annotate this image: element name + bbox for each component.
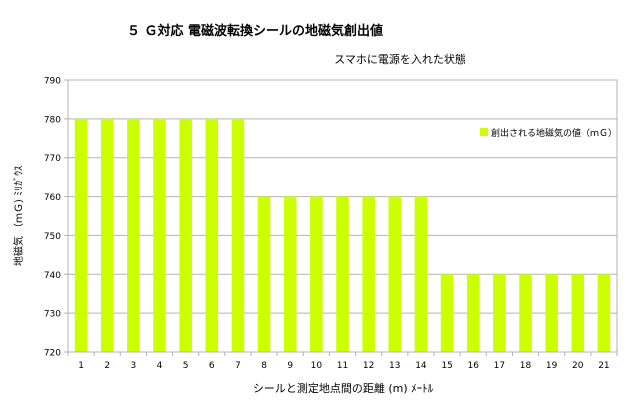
x-axis-label: シールと測定地点間の距離 (m) ﾒｰﾄﾙ xyxy=(253,381,434,395)
x-tick-label: 13 xyxy=(389,361,400,371)
bar xyxy=(362,196,375,352)
bar xyxy=(336,196,349,352)
legend-label: 創出される地磁気の値（ｍＧ） xyxy=(491,127,617,139)
y-tick-label: 790 xyxy=(44,77,61,87)
y-tick-label: 720 xyxy=(44,349,61,359)
x-tick-label: 14 xyxy=(415,361,427,371)
bar xyxy=(388,196,402,352)
bar xyxy=(257,196,271,352)
x-tick-label: 9 xyxy=(287,361,293,371)
x-tick-label: 11 xyxy=(337,361,348,371)
x-tick-label: 19 xyxy=(546,361,558,371)
x-tick-label: 7 xyxy=(235,361,241,371)
legend: 創出される地磁気の値（ｍＧ） xyxy=(480,127,617,139)
x-tick-label: 12 xyxy=(363,361,374,371)
y-axis-label: 地磁気 （ｍＧ) ﾐﾘｶﾞｳｽ xyxy=(12,166,25,266)
bar xyxy=(231,118,245,352)
x-tick-label: 10 xyxy=(311,361,323,371)
y-tick-label: 740 xyxy=(44,271,61,281)
y-tick-label: 760 xyxy=(44,193,61,203)
x-tick-label: 15 xyxy=(441,361,452,371)
bar xyxy=(440,274,454,352)
bar xyxy=(310,196,323,352)
y-tick-label: 780 xyxy=(44,115,61,125)
bar xyxy=(571,274,585,352)
y-tick-label: 730 xyxy=(44,310,61,320)
bar xyxy=(283,196,297,352)
bar xyxy=(414,196,428,352)
x-tick-label: 2 xyxy=(104,361,110,371)
x-tick-label: 6 xyxy=(209,361,215,371)
x-tick-label: 17 xyxy=(494,361,505,371)
bar xyxy=(466,274,480,352)
y-axis-ticks: 720 730 740 750 760 770 780 790 xyxy=(44,77,68,359)
x-tick-label: 4 xyxy=(157,361,163,371)
x-tick-label: 5 xyxy=(183,361,189,371)
x-tick-label: 18 xyxy=(520,361,532,371)
x-tick-label: 21 xyxy=(598,361,609,371)
chart-title: ５ Ｇ対応 電磁波転換シールの地磁気創出値 xyxy=(127,23,383,39)
bar xyxy=(597,274,611,352)
plot-area-border xyxy=(67,79,618,353)
bar xyxy=(127,118,140,352)
bar xyxy=(545,274,558,352)
y-tick-label: 770 xyxy=(44,154,61,164)
bar xyxy=(74,118,88,352)
y-tick-label: 750 xyxy=(44,232,61,242)
bars xyxy=(74,118,611,352)
bar xyxy=(519,274,532,352)
bar xyxy=(100,118,114,352)
bar xyxy=(179,118,192,352)
bar xyxy=(153,118,166,352)
legend-swatch xyxy=(480,128,488,136)
x-tick-label: 8 xyxy=(261,361,267,371)
x-tick-label: 3 xyxy=(130,361,136,371)
x-axis-ticks: 1 2 3 4 5 6 7 8 9 10 11 12 13 14 15 16 17 18 19 20 21 xyxy=(67,352,618,371)
x-tick-label: 16 xyxy=(467,361,479,371)
chart-subtitle: スマホに電源を入れた状態 xyxy=(334,52,466,66)
bar xyxy=(493,274,506,352)
x-tick-label: 1 xyxy=(78,361,84,371)
x-tick-label: 20 xyxy=(572,361,584,371)
bar xyxy=(205,118,219,352)
